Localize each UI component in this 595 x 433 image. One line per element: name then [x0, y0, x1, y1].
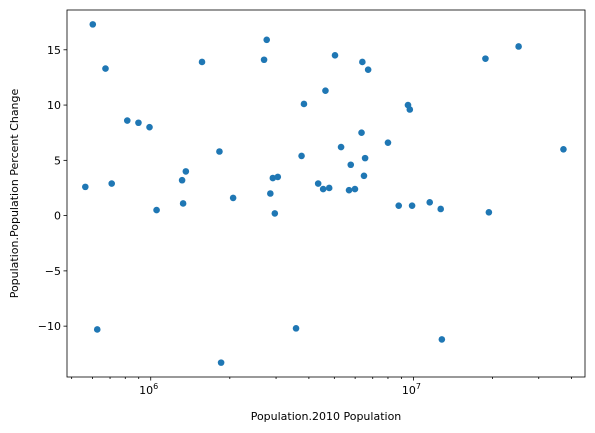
data-point: [437, 205, 445, 213]
x-axis: 106 107: [71, 377, 572, 397]
data-point: [217, 359, 225, 366]
data-point: [108, 180, 115, 187]
data-point: [345, 186, 353, 194]
data-point: [438, 336, 446, 343]
data-point: [361, 154, 369, 162]
data-point: [337, 143, 345, 151]
data-point: [408, 202, 416, 209]
data-point: [216, 148, 223, 155]
data-point: [406, 106, 414, 113]
data-point: [263, 36, 271, 44]
data-point: [351, 185, 359, 193]
y-tick-label: −5: [45, 265, 61, 278]
data-point: [360, 172, 368, 180]
y-tick-label: −10: [38, 320, 61, 333]
data-point: [384, 139, 392, 146]
data-point: [260, 56, 268, 64]
data-point: [395, 202, 403, 209]
data-point: [331, 52, 339, 59]
data-point: [146, 123, 153, 131]
data-point: [89, 21, 97, 28]
x-axis-label: Population.2010 Population: [251, 410, 402, 423]
y-axis: −10 −5 0 5 10 15: [38, 44, 67, 333]
data-point: [267, 190, 274, 197]
data-point: [135, 119, 142, 127]
data-point: [102, 65, 109, 72]
data-point: [364, 66, 372, 73]
data-point: [300, 100, 308, 108]
data-point: [515, 43, 522, 50]
data-point: [359, 58, 366, 66]
data-point: [426, 199, 434, 206]
data-point: [325, 184, 333, 192]
data-point: [482, 55, 489, 62]
data-point: [178, 176, 186, 184]
y-axis-label: Population.Population Percent Change: [8, 88, 21, 298]
plot-area: [82, 21, 567, 366]
data-point: [198, 58, 206, 66]
data-point: [485, 208, 493, 216]
y-tick-label: 0: [54, 210, 61, 223]
x-tick-label: 106: [139, 382, 158, 397]
x-tick-label: 107: [402, 382, 421, 397]
data-point: [322, 87, 329, 94]
y-tick-label: 5: [54, 154, 61, 167]
data-point: [182, 168, 190, 175]
data-point: [153, 206, 160, 214]
y-tick-label: 15: [47, 44, 61, 57]
data-point: [229, 194, 237, 202]
data-point: [123, 117, 131, 124]
data-point: [314, 180, 322, 187]
data-point: [271, 210, 279, 217]
data-point: [358, 129, 365, 136]
data-point: [560, 145, 567, 153]
data-point: [319, 185, 327, 193]
plot-frame: [66, 9, 586, 378]
data-point: [292, 325, 300, 332]
data-point: [269, 174, 277, 182]
data-point: [298, 152, 305, 160]
data-point: [347, 161, 355, 169]
data-point: [179, 200, 187, 207]
data-point: [93, 326, 101, 333]
y-tick-label: 10: [47, 99, 61, 112]
data-point: [82, 183, 89, 191]
data-point: [274, 173, 282, 181]
